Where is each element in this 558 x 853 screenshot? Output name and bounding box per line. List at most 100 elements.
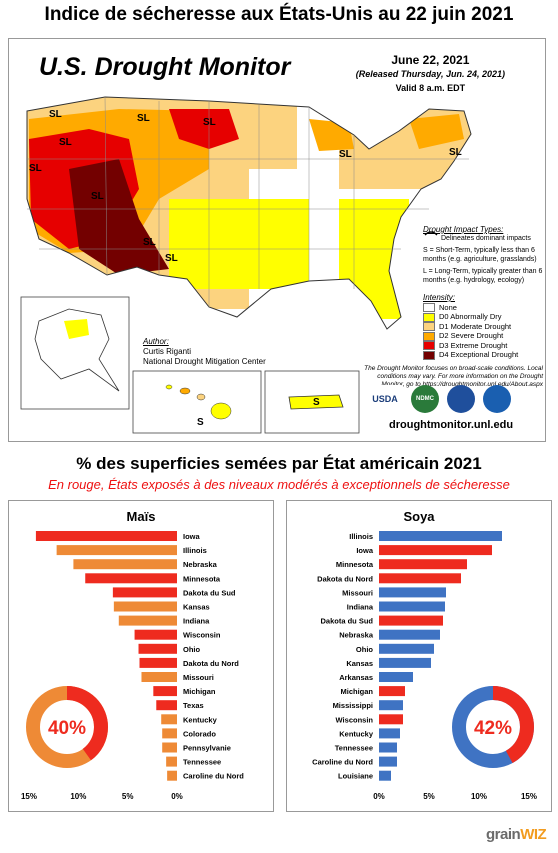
author-block: Author: Curtis Riganti National Drought …: [143, 337, 266, 367]
region-label: SL: [165, 253, 178, 264]
region-label: SL: [143, 237, 156, 248]
intensity-label: D4 Exceptional Drought: [439, 350, 519, 360]
bar: [379, 714, 403, 725]
intensity-swatch: [423, 303, 435, 313]
bar: [379, 573, 461, 584]
category-label: Kentucky: [339, 729, 374, 738]
region-label: SL: [339, 149, 352, 160]
category-label: Minnesota: [336, 560, 374, 569]
bar: [112, 587, 177, 598]
category-label: Ohio: [356, 645, 373, 654]
region-label: SL: [29, 163, 42, 174]
corn-chart-panel: Maïs Iowa Illinois Nebraska Minnesota Dakota …: [8, 500, 274, 812]
map-date: June 22, 2021: [391, 53, 470, 67]
category-label: Michigan: [340, 687, 373, 696]
agency-logos: USDA NDMC: [367, 385, 511, 413]
bar: [379, 559, 467, 570]
impact-title: Drought Impact Types:: [423, 225, 504, 234]
category-label: Michigan: [183, 687, 216, 696]
impact-line-label: Delineates dominant impacts: [441, 235, 531, 242]
category-label: Tennessee: [183, 758, 221, 767]
bar: [379, 657, 431, 668]
region-label: SL: [449, 147, 462, 158]
bar: [379, 615, 443, 626]
map-notes: The Drought Monitor focuses on broad-sca…: [364, 365, 543, 388]
intensity-swatch: [423, 312, 435, 322]
intensity-swatch: [423, 341, 435, 351]
brand-part2: WIZ: [520, 826, 547, 843]
category-label: Kansas: [183, 603, 210, 612]
intensity-label: None: [439, 302, 457, 312]
bar: [379, 545, 492, 556]
charts-subtitle: % des superficies semées par État améric…: [76, 454, 482, 473]
region-label: S: [313, 397, 320, 408]
x-tick-label: 15%: [521, 792, 537, 801]
bar: [379, 728, 400, 739]
bar: [139, 657, 177, 668]
intensity-label: D0 Abnormally Dry: [439, 312, 502, 322]
category-label: Dakota du Sud: [320, 617, 373, 626]
x-tick-label: 0%: [171, 792, 183, 801]
x-tick-label: 10%: [471, 792, 487, 801]
category-label: Nebraska: [339, 631, 374, 640]
bar: [156, 700, 177, 711]
intensity-title: Intensity:: [423, 293, 456, 302]
bar: [379, 756, 397, 767]
region-label: SL: [137, 113, 150, 124]
bar: [379, 629, 440, 640]
soy-chart-panel: Soya Illinois Iowa Minnesota Dakota du Nord M…: [286, 500, 552, 812]
intensity-item: D4 Exceptional Drought: [423, 350, 543, 361]
brand-part1: grain: [486, 826, 521, 843]
region-label: SL: [49, 109, 62, 120]
category-label: Missouri: [342, 588, 373, 597]
map-released: (Released Thursday, Jun. 24, 2021): [355, 69, 505, 79]
category-label: Caroline du Nord: [183, 772, 244, 781]
bar: [73, 559, 177, 570]
region-label: SL: [59, 137, 72, 148]
usda-logo: USDA: [367, 385, 403, 413]
x-tick-label: 15%: [21, 792, 37, 801]
category-label: Indiana: [183, 617, 210, 626]
bar: [166, 756, 177, 767]
category-label: Iowa: [183, 532, 200, 541]
doc-seal-logo: [447, 385, 475, 413]
intensity-item: D3 Extreme Drought: [423, 341, 543, 351]
intensity-item: None: [423, 303, 543, 313]
intensity-swatch: [423, 322, 435, 332]
intensity-legend: Intensity: None D0 Abnormally Dry D1 Moder…: [423, 293, 543, 360]
corn-chart: Maïs Iowa Illinois Nebraska Minnesota Dakota …: [21, 509, 244, 801]
bar: [379, 672, 413, 682]
x-tick-label: 5%: [122, 792, 134, 801]
intensity-rows: None D0 Abnormally Dry D1 Moderate Drought…: [423, 303, 543, 360]
impact-long: L = Long-Term, typically greater than 6 …: [423, 268, 543, 284]
map-heading: U.S. Drought Monitor: [39, 53, 291, 81]
impact-short: S = Short-Term, typically less than 6 mo…: [423, 247, 537, 263]
bar: [162, 742, 177, 753]
bar: [379, 643, 434, 654]
category-label: Mississippi: [333, 701, 373, 710]
author-title: Author:: [143, 337, 169, 346]
bar: [379, 587, 446, 598]
category-label: Caroline du Nord: [312, 758, 373, 767]
page-title: Indice de sécheresse aux États-Unis au 2…: [44, 4, 514, 25]
x-tick-label: 0%: [373, 792, 385, 801]
author-org: National Drought Mitigation Center: [143, 357, 266, 366]
intensity-label: D3 Extreme Drought: [439, 340, 508, 350]
region-label: SL: [203, 117, 216, 128]
category-label: Illinois: [183, 546, 207, 555]
ndmc-logo: NDMC: [411, 385, 439, 413]
bar: [138, 643, 177, 654]
category-label: Pennsylvanie: [183, 744, 231, 753]
bar: [118, 615, 177, 626]
region-label: SL: [91, 191, 104, 202]
donut-drought-arc: [452, 686, 534, 768]
impact-legend: Drought Impact Types: Delineates dominan…: [423, 225, 543, 285]
chart-title: Soya: [403, 509, 435, 524]
bar: [379, 601, 445, 612]
chart-title: Maïs: [127, 509, 156, 524]
bar: [56, 545, 178, 556]
category-label: Wisconsin: [336, 715, 374, 724]
bar: [113, 601, 177, 612]
map-valid: Valid 8 a.m. EDT: [395, 83, 466, 93]
bar: [162, 728, 177, 739]
